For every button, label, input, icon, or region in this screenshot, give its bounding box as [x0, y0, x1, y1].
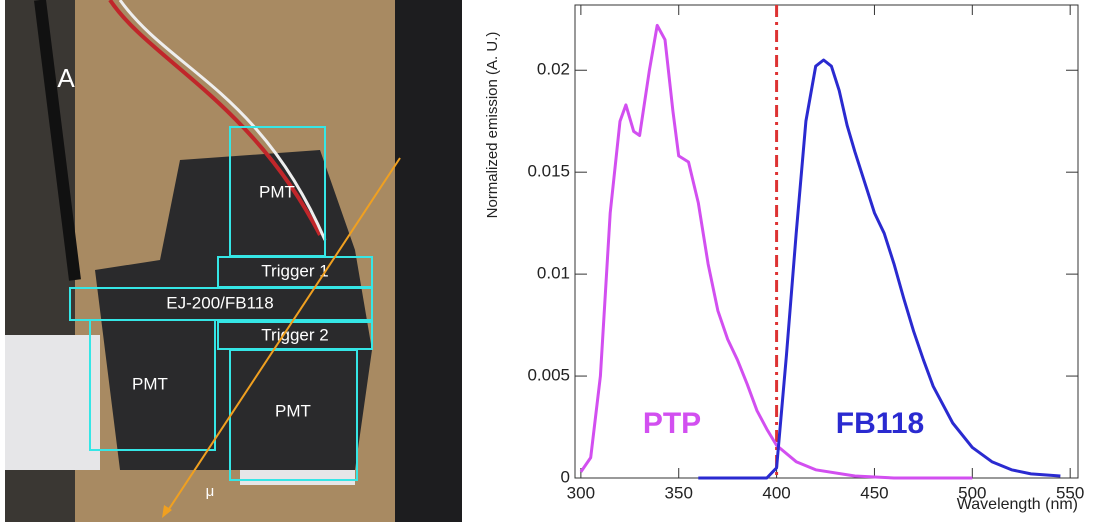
box-label: PMT	[132, 374, 168, 393]
box-label: EJ-200/FB118	[166, 293, 273, 312]
wrapped-detector	[95, 150, 372, 470]
series-label: PTP	[643, 407, 701, 440]
track	[166, 157, 401, 513]
foam	[5, 335, 100, 470]
photo: A PMT Trigger 1 EJ-200/FB118 Trigger 2 P…	[5, 0, 462, 522]
box-label: Trigger 2	[261, 325, 328, 344]
cable	[34, 0, 81, 281]
cable	[118, 0, 327, 241]
plot-frame	[574, 4, 1079, 479]
dark-edge	[395, 0, 462, 522]
box-label: PMT	[259, 182, 295, 201]
track-label: μ	[206, 483, 215, 500]
x-tick-label: 400	[762, 483, 790, 502]
chart: 300 350 400 450 500 550 0 0.005 0.01 0.015 0.02 Wav…	[484, 4, 1084, 513]
y-tick-label: 0.005	[527, 366, 570, 385]
box-label: Trigger 1	[261, 261, 328, 280]
track-arrow	[162, 505, 172, 518]
x-tick-label: 450	[860, 483, 888, 502]
x-axis-title: Wavelength (nm)	[957, 496, 1078, 513]
y-tick-label: 0.02	[537, 60, 570, 79]
x-tick-label: 300	[567, 483, 595, 502]
box-label: PMT	[275, 401, 311, 420]
cable	[108, 0, 322, 236]
y-axis-title: Normalized emission (A. U.)	[484, 32, 501, 219]
series-label: FB118	[836, 407, 924, 440]
x-tick-label: 500	[958, 483, 986, 502]
series-line	[698, 58, 1061, 480]
y-tick-label: 0.01	[537, 264, 570, 283]
series-line	[579, 23, 973, 480]
x-tick-label: 350	[665, 483, 693, 502]
box	[69, 287, 373, 321]
y-tick-label: 0.015	[527, 162, 570, 181]
panel-label: A	[57, 63, 75, 93]
box	[89, 319, 216, 451]
x-tick-label: 550	[1056, 483, 1084, 502]
y-tick-label: 0	[561, 467, 570, 486]
